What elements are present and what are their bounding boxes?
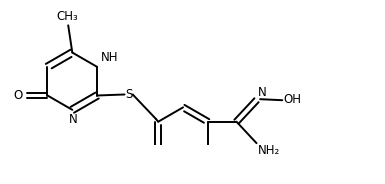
Text: NH: NH <box>101 51 119 64</box>
Text: N: N <box>258 86 266 99</box>
Text: OH: OH <box>283 93 301 106</box>
Text: S: S <box>125 88 132 101</box>
Text: O: O <box>13 89 22 102</box>
Text: N: N <box>69 113 78 126</box>
Text: CH₃: CH₃ <box>56 10 78 23</box>
Text: NH₂: NH₂ <box>258 144 280 157</box>
